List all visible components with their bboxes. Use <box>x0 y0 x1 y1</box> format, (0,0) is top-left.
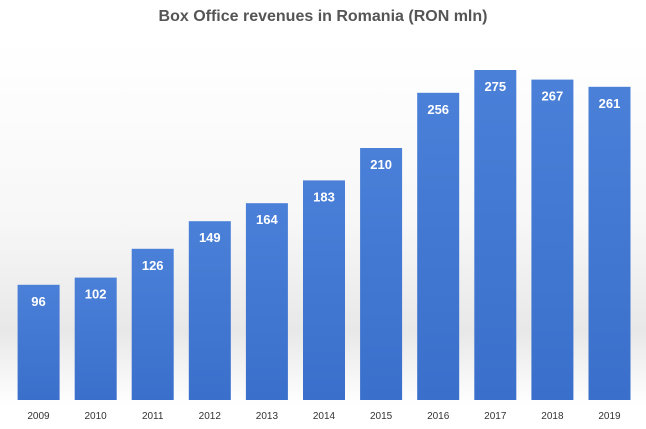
bar-2019 <box>588 86 631 401</box>
x-tick-label-2019: 2019 <box>598 411 621 422</box>
bar-2011 <box>131 248 174 400</box>
bar-2014 <box>303 180 345 400</box>
x-tick-labels-group: 2009 2010 2011 2012 2013 2014 2015 2016 2017 2018… <box>27 411 621 422</box>
x-tick-label-2016: 2016 <box>427 411 450 422</box>
x-tick-label-2012: 2012 <box>199 411 222 422</box>
data-label-2016: 256 <box>427 102 449 117</box>
data-label-2013: 164 <box>256 212 278 227</box>
x-tick-label-2010: 2010 <box>84 411 107 422</box>
x-tick-label-2011: 2011 <box>142 411 164 422</box>
x-tick-label-2014: 2014 <box>313 411 336 422</box>
data-label-2014: 183 <box>313 189 335 204</box>
x-tick-label-2015: 2015 <box>370 411 393 422</box>
bar-2017 <box>474 70 517 400</box>
data-label-2011: 126 <box>142 258 164 273</box>
bar-2010 <box>74 277 117 400</box>
chart-title: Box Office revenues in Romania (RON mln) <box>158 8 488 25</box>
data-label-2009: 96 <box>31 294 45 309</box>
bar-2009 <box>17 284 60 400</box>
x-tick-label-2009: 2009 <box>27 411 50 422</box>
x-tick-label-2018: 2018 <box>541 411 564 422</box>
bar-2012 <box>188 221 231 400</box>
bars-group <box>17 70 631 401</box>
data-label-2012: 149 <box>199 230 221 245</box>
data-label-2015: 210 <box>370 157 392 172</box>
bar-2016 <box>417 92 460 401</box>
data-label-2018: 267 <box>542 89 564 104</box>
data-labels-group: 96 102 126 149 164 183 210 256 275 267 261 <box>31 79 620 309</box>
x-tick-label-2013: 2013 <box>256 411 279 422</box>
bar-2018 <box>531 79 574 400</box>
x-tick-label-2017: 2017 <box>484 411 507 422</box>
data-label-2010: 102 <box>85 287 107 302</box>
bar-2015 <box>360 148 403 400</box>
bar-2013 <box>245 203 288 400</box>
data-label-2019: 261 <box>599 96 621 111</box>
data-label-2017: 275 <box>484 79 506 94</box>
